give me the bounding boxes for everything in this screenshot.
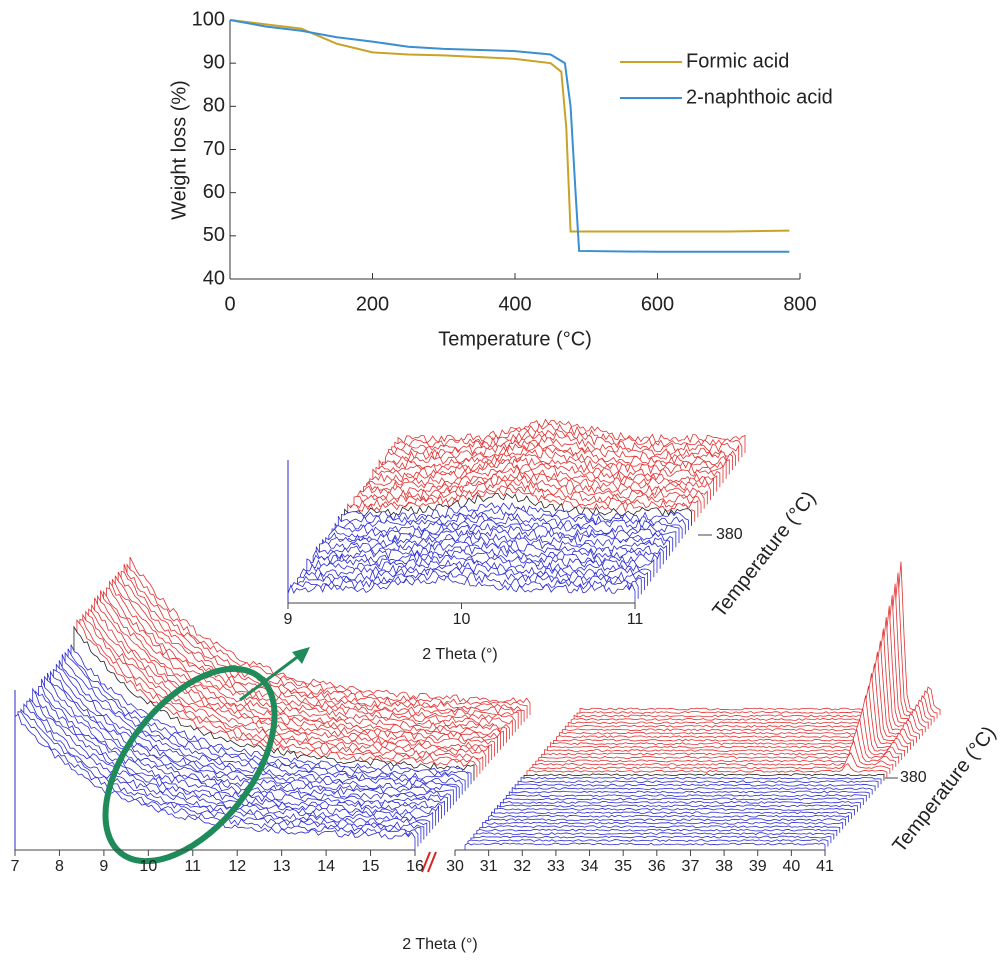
x-tick-label: 32 (513, 858, 531, 875)
arrow-head (292, 647, 310, 664)
arrow (239, 653, 301, 702)
z-tick-label: 380 (716, 526, 743, 543)
x-tick-label: 7 (11, 858, 20, 875)
z-axis-label: Temperature (°C) (708, 487, 820, 622)
highlight-ellipse (102, 665, 278, 865)
x-tick-label: 31 (480, 858, 498, 875)
trace (529, 751, 891, 774)
waterfall-layers (14, 418, 941, 850)
z-tick-label: 380 (900, 769, 927, 786)
x-tick-label: 34 (581, 858, 599, 875)
x-tick-label: 0 (224, 293, 235, 315)
x-tick-label: 13 (273, 858, 291, 875)
x-axis-label: 2 Theta (°) (402, 936, 477, 953)
y-tick-label: 100 (192, 8, 225, 30)
x-tick-label: 9 (99, 858, 108, 875)
x-tick-label: 9 (284, 611, 293, 628)
x-axis-label: 2 Theta (°) (422, 646, 497, 663)
y-tick-label: 70 (203, 138, 225, 160)
y-axis-label: Weight loss (%) (168, 80, 190, 220)
x-tick-label: 40 (782, 858, 800, 875)
x-tick-label: 11 (184, 858, 201, 875)
x-axis-label: Temperature (°C) (438, 328, 592, 350)
x-tick-label: 600 (641, 293, 674, 315)
x-tick-label: 400 (498, 293, 531, 315)
x-tick-label: 30 (446, 858, 464, 875)
x-tick-label: 33 (547, 858, 565, 875)
x-tick-label: 800 (783, 293, 816, 315)
x-tick-label: 16 (406, 858, 424, 875)
y-tick-label: 90 (203, 51, 225, 73)
y-tick-label: 50 (203, 224, 225, 246)
axis-break (421, 851, 431, 873)
y-tick-label: 60 (203, 181, 225, 203)
x-tick-label: 10 (453, 611, 471, 628)
x-tick-label: 14 (317, 858, 335, 875)
y-tick-label: 40 (203, 267, 225, 289)
x-tick-label: 12 (228, 858, 246, 875)
axis-break (427, 851, 437, 873)
x-tick-label: 15 (362, 858, 380, 875)
y-tick-label: 80 (203, 95, 225, 117)
x-tick-label: 37 (682, 858, 700, 875)
trace (464, 842, 826, 850)
x-tick-label: 11 (627, 611, 644, 628)
trace (287, 575, 636, 603)
x-tick-label: 38 (715, 858, 733, 875)
x-tick-label: 41 (816, 858, 834, 875)
legend-label: 2-naphthoic acid (686, 86, 833, 108)
x-tick-label: 39 (749, 858, 767, 875)
x-tick-label: 10 (139, 858, 157, 875)
x-tick-label: 35 (614, 858, 632, 875)
data-line (229, 19, 790, 233)
x-tick-label: 200 (356, 293, 389, 315)
x-tick-label: 8 (55, 858, 64, 875)
legend-label: Formic acid (686, 50, 789, 72)
x-tick-label: 36 (648, 858, 666, 875)
data-line (229, 19, 790, 253)
